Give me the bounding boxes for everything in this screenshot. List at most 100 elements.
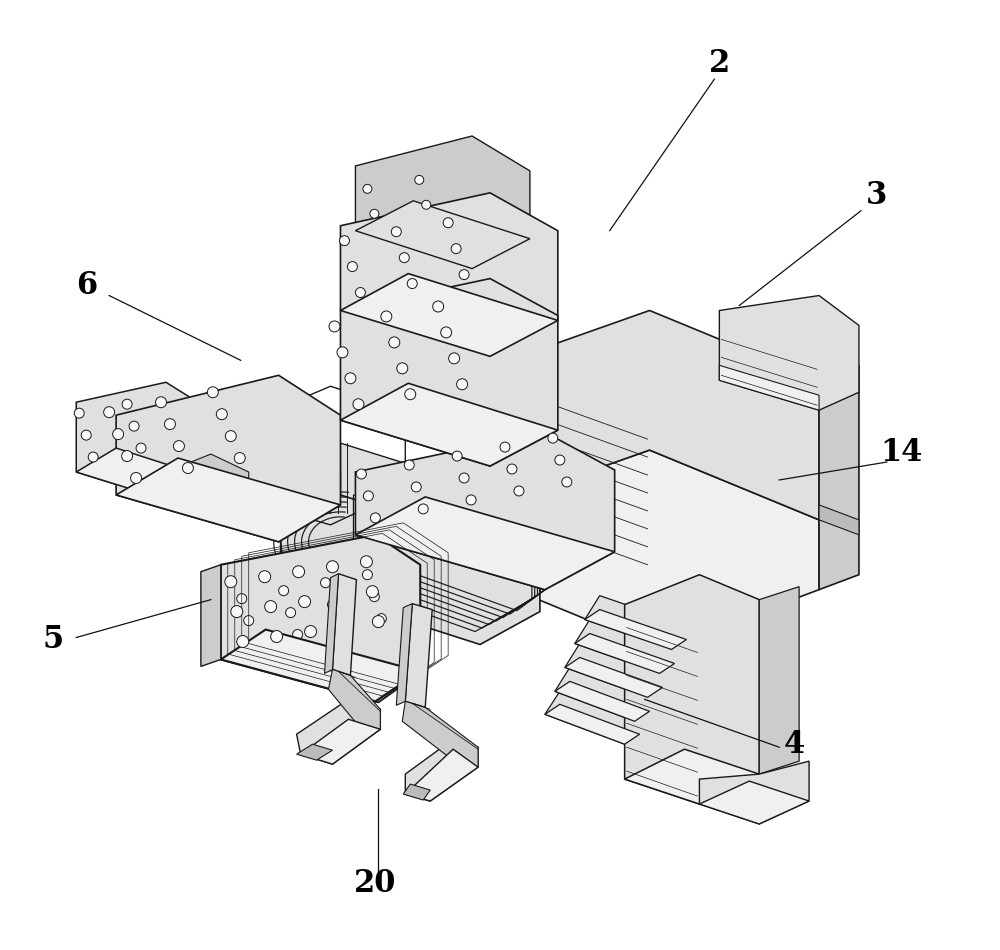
Circle shape — [207, 387, 218, 398]
Circle shape — [156, 397, 166, 408]
Text: 14: 14 — [881, 437, 923, 467]
Polygon shape — [396, 603, 412, 705]
Circle shape — [369, 592, 379, 601]
Polygon shape — [340, 278, 558, 466]
Polygon shape — [405, 603, 432, 708]
Polygon shape — [565, 657, 663, 697]
Polygon shape — [76, 448, 206, 500]
Polygon shape — [759, 587, 799, 774]
Polygon shape — [403, 784, 430, 800]
Circle shape — [271, 631, 283, 642]
Polygon shape — [355, 432, 615, 590]
Circle shape — [216, 408, 227, 420]
Polygon shape — [575, 619, 674, 674]
Polygon shape — [819, 504, 859, 535]
Text: 5: 5 — [43, 624, 64, 655]
Polygon shape — [719, 295, 859, 410]
Circle shape — [265, 600, 277, 613]
Polygon shape — [355, 497, 615, 590]
Circle shape — [459, 473, 469, 483]
Circle shape — [457, 379, 468, 389]
Polygon shape — [585, 596, 686, 650]
Circle shape — [113, 428, 124, 440]
Circle shape — [347, 261, 357, 272]
Circle shape — [182, 463, 193, 473]
Circle shape — [389, 337, 400, 348]
Polygon shape — [201, 564, 221, 667]
Circle shape — [136, 443, 146, 453]
Polygon shape — [545, 704, 640, 744]
Circle shape — [555, 455, 565, 465]
Polygon shape — [575, 634, 674, 674]
Polygon shape — [555, 681, 650, 721]
Polygon shape — [236, 560, 420, 702]
Circle shape — [443, 218, 453, 228]
Polygon shape — [565, 643, 663, 697]
Circle shape — [507, 464, 517, 474]
Circle shape — [459, 270, 469, 279]
Circle shape — [370, 209, 379, 218]
Circle shape — [433, 301, 444, 312]
Text: 4: 4 — [784, 729, 805, 760]
Polygon shape — [329, 670, 380, 730]
Circle shape — [339, 236, 349, 246]
Circle shape — [363, 184, 372, 194]
Circle shape — [366, 586, 378, 598]
Polygon shape — [325, 574, 338, 674]
Polygon shape — [281, 470, 340, 555]
Polygon shape — [585, 610, 686, 650]
Polygon shape — [281, 495, 540, 644]
Circle shape — [356, 469, 366, 479]
Polygon shape — [340, 274, 558, 356]
Circle shape — [74, 408, 84, 418]
Polygon shape — [819, 366, 859, 590]
Circle shape — [104, 407, 115, 418]
Polygon shape — [340, 383, 558, 466]
Polygon shape — [246, 420, 281, 502]
Circle shape — [328, 599, 337, 610]
Polygon shape — [332, 574, 356, 675]
Polygon shape — [555, 668, 650, 721]
Circle shape — [231, 605, 243, 618]
Circle shape — [122, 450, 133, 462]
Polygon shape — [402, 701, 478, 768]
Polygon shape — [699, 781, 809, 824]
Text: 20: 20 — [354, 868, 397, 900]
Polygon shape — [719, 366, 819, 410]
Circle shape — [422, 200, 431, 209]
Circle shape — [337, 347, 348, 358]
Polygon shape — [625, 750, 759, 804]
Circle shape — [441, 327, 452, 338]
Polygon shape — [76, 382, 206, 500]
Circle shape — [370, 513, 380, 522]
Polygon shape — [116, 458, 340, 542]
Circle shape — [244, 616, 254, 625]
Circle shape — [355, 288, 365, 297]
Circle shape — [173, 441, 184, 451]
Circle shape — [234, 452, 245, 464]
Polygon shape — [480, 450, 819, 650]
Circle shape — [225, 430, 236, 442]
Polygon shape — [221, 630, 420, 701]
Circle shape — [332, 591, 344, 602]
Circle shape — [129, 421, 139, 431]
Circle shape — [397, 363, 408, 373]
Circle shape — [449, 352, 460, 364]
Polygon shape — [340, 443, 455, 535]
Circle shape — [329, 321, 340, 332]
Circle shape — [88, 452, 98, 462]
Circle shape — [415, 176, 424, 184]
Polygon shape — [221, 535, 420, 701]
Text: 6: 6 — [76, 270, 97, 301]
Circle shape — [338, 620, 350, 633]
Circle shape — [363, 491, 373, 501]
Circle shape — [391, 227, 401, 237]
Circle shape — [399, 253, 409, 262]
Text: 2: 2 — [709, 48, 730, 79]
Polygon shape — [355, 200, 530, 269]
Polygon shape — [355, 136, 530, 269]
Circle shape — [122, 399, 132, 409]
Circle shape — [372, 616, 384, 628]
Circle shape — [548, 433, 558, 443]
Polygon shape — [301, 719, 380, 764]
